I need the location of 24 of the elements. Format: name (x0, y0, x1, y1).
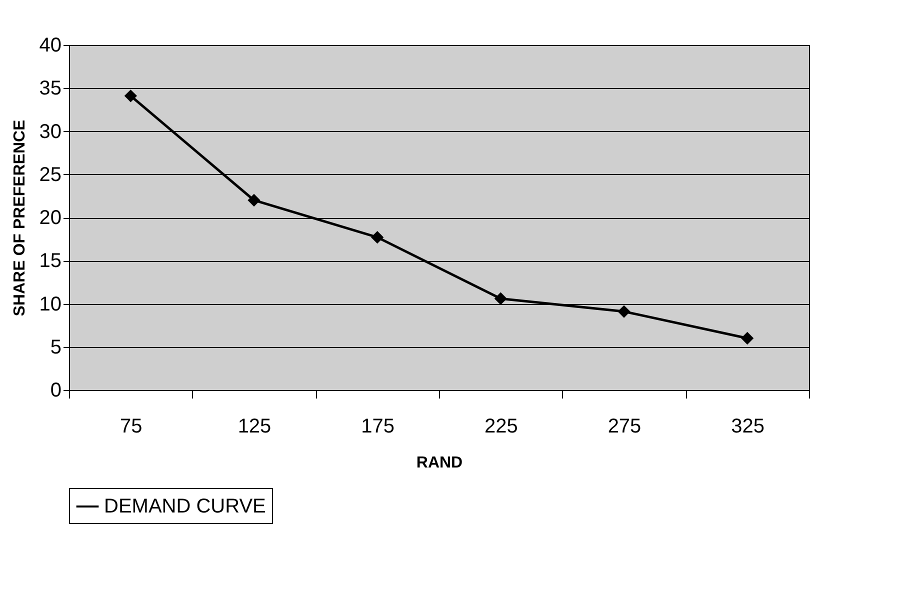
point (371, 231, 384, 244)
y-tick-label: 20 (39, 207, 62, 229)
y-tick-label: 40 (39, 34, 62, 56)
point (494, 292, 507, 305)
x-tick-label: 175 (361, 416, 395, 438)
y-tick-label: 25 (39, 164, 62, 186)
y-tick-label: 10 (39, 293, 62, 316)
y-tick-label: 30 (39, 120, 62, 143)
y-tick-label: 15 (39, 250, 62, 272)
x-axis-title: RAND (416, 454, 463, 472)
point (618, 305, 630, 318)
y-tick-label: 0 (50, 380, 62, 402)
x-tick-label: 275 (608, 416, 642, 438)
point (124, 90, 137, 102)
x-tick-label: 75 (120, 416, 142, 438)
y-axis-title: SHARE OF PREFERENCE (11, 119, 28, 316)
point (741, 332, 754, 345)
y-tick-label: 35 (39, 78, 62, 100)
x-tick-label: 325 (731, 416, 765, 438)
x-tick-label: 125 (238, 416, 272, 438)
legend-label: DEMAND CURVE (104, 496, 266, 518)
x-tick-label: 225 (484, 416, 518, 438)
point (248, 194, 260, 207)
y-tick-label: 5 (50, 336, 62, 358)
